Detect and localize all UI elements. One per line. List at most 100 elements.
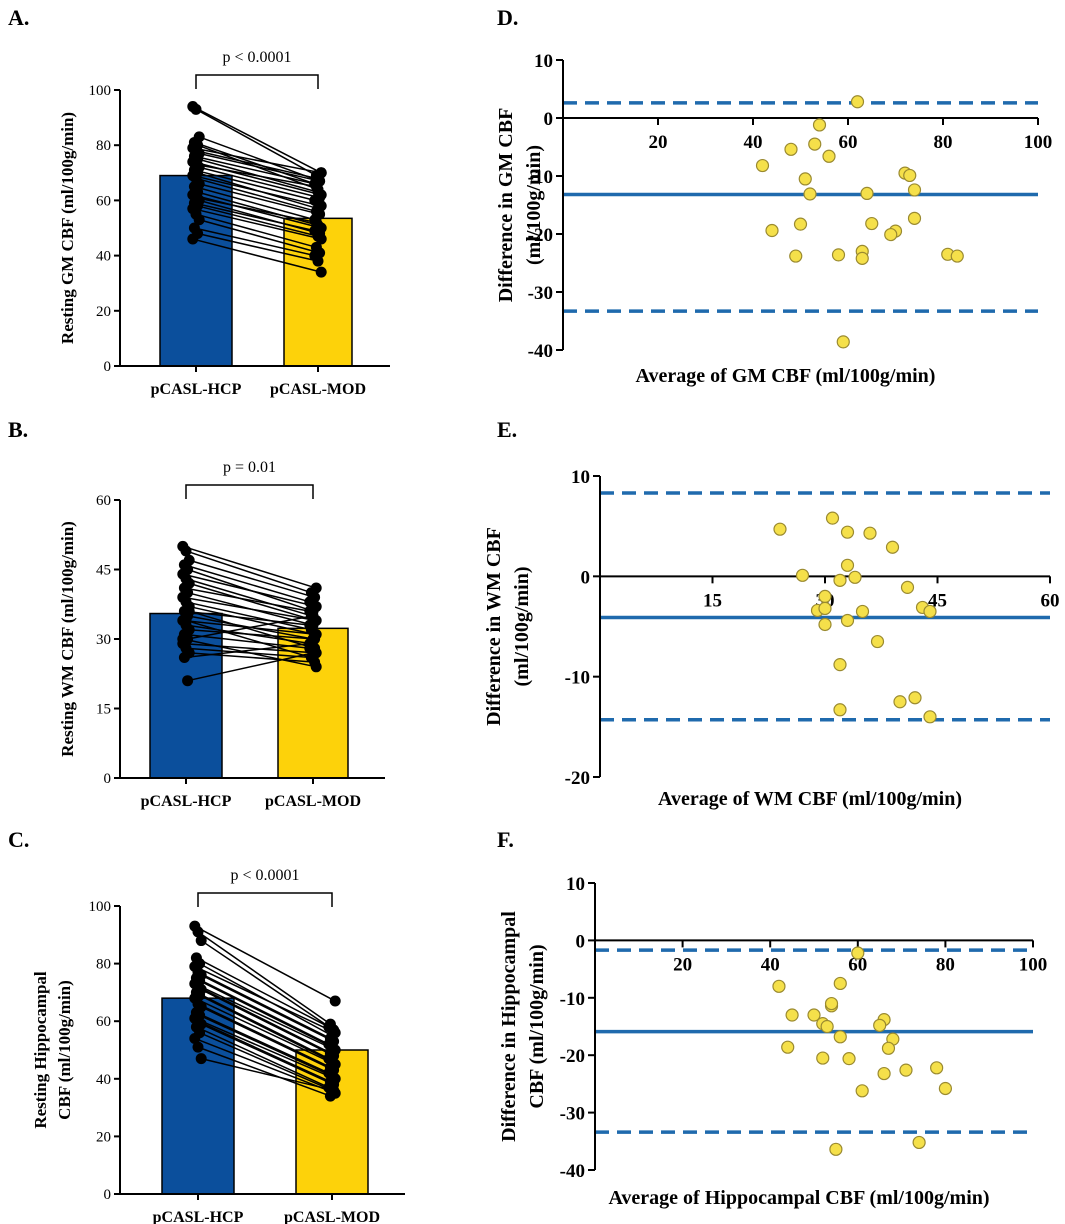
paired-line [187, 652, 314, 682]
point-mod [329, 995, 341, 1007]
data-point [772, 979, 786, 993]
paired-line [189, 605, 315, 636]
point-mod [309, 642, 321, 654]
data-point [825, 511, 840, 525]
data-point [781, 1040, 795, 1054]
x-tick-label: 100 [1019, 954, 1048, 975]
data-point [860, 186, 874, 200]
paired-line [199, 218, 320, 254]
paired-line [184, 610, 310, 626]
x-tick-label: pCASL-HCP [153, 1209, 244, 1224]
data-point [822, 149, 836, 163]
data-point [808, 137, 822, 151]
paired-line [194, 925, 336, 1002]
y-tick-label: 100 [89, 83, 112, 99]
paired-line [188, 610, 315, 649]
data-point [833, 976, 847, 991]
y-tick-label: -20 [528, 225, 553, 246]
data-point [833, 573, 847, 587]
data-point [818, 601, 832, 616]
data-point [793, 217, 808, 231]
data-point [789, 249, 803, 263]
y-axis-label: CBF (ml/100g/min) [526, 944, 548, 1108]
paired-line [182, 638, 317, 668]
data-point [877, 1066, 891, 1081]
y-tick-label: 10 [534, 51, 553, 72]
data-point [855, 1084, 869, 1098]
paired-line [194, 141, 316, 185]
point-mod [328, 1084, 340, 1096]
data-point [850, 95, 865, 109]
data-point [785, 1008, 799, 1022]
paired-line [196, 957, 330, 1028]
paired-line [195, 177, 317, 213]
panel-e: E.100-10-2015304560Average of WM CBF (ml… [483, 417, 1060, 810]
panel-a: A. 0 20 40 60 80 100 pCASL-HCP pCASL-MOD p < 0.00… [8, 5, 390, 398]
paired-line [197, 1003, 331, 1068]
data-point [870, 634, 885, 649]
y-tick-label: 60 [96, 193, 111, 209]
paired-line [195, 108, 317, 177]
paired-line [199, 994, 333, 1063]
data-point [873, 1018, 887, 1032]
data-point [881, 1041, 896, 1055]
x-tick-label: 20 [673, 954, 692, 975]
point-hcp [178, 652, 190, 664]
point-mod [307, 610, 319, 622]
paired-line [199, 183, 320, 215]
y-tick-label: 0 [104, 771, 112, 787]
data-point [816, 1051, 830, 1065]
data-point [803, 187, 817, 201]
data-point [765, 223, 779, 238]
data-point [831, 248, 846, 262]
data-point [842, 1052, 856, 1066]
data-point [833, 703, 847, 717]
panel-label: D. [497, 5, 518, 30]
data-point [930, 1061, 944, 1075]
y-tick-label: 40 [96, 1072, 111, 1088]
x-tick-label: pCASL-MOD [265, 793, 361, 810]
y-axis-label: (ml/100g/min) [523, 145, 545, 265]
paired-line [195, 149, 317, 180]
paired-line [185, 601, 312, 631]
data-point [798, 172, 812, 186]
paired-line [200, 1006, 334, 1071]
y-tick-label: 0 [576, 931, 586, 952]
x-tick-label: 60 [848, 954, 867, 975]
paired-line [185, 550, 312, 594]
y-axis-label: Difference in WM CBF [483, 527, 505, 726]
data-point [950, 249, 964, 263]
y-tick-label: -10 [528, 167, 553, 188]
paired-line [192, 147, 322, 174]
x-tick-label: 80 [936, 954, 955, 975]
x-tick-label: pCASL-MOD [284, 1209, 380, 1224]
data-point [833, 658, 847, 672]
data-point [840, 525, 855, 539]
paired-line [201, 1057, 334, 1092]
y-tick-label: 100 [89, 899, 112, 915]
paired-line [185, 619, 312, 659]
y-tick-label: 40 [96, 249, 111, 265]
panel-label: E. [497, 417, 517, 442]
data-point [812, 118, 827, 132]
point-hcp [177, 633, 189, 645]
data-point [885, 540, 900, 554]
x-tick-label: 20 [649, 132, 668, 153]
paired-line [194, 965, 336, 1034]
data-point [912, 1135, 926, 1150]
point-hcp [190, 103, 202, 115]
y-axis-label: Resting WM CBF (ml/100g/min) [58, 521, 77, 757]
paired-line [192, 105, 322, 174]
paired-line [200, 1023, 334, 1086]
paired-line [194, 169, 315, 202]
y-axis-label: Resting Hippocampal [31, 971, 50, 1129]
y-tick-label: -10 [565, 668, 590, 689]
panel-label: C. [8, 827, 29, 852]
y-tick-label: 0 [104, 1187, 112, 1203]
y-tick-label: -20 [565, 768, 590, 789]
y-tick-label: -30 [560, 1104, 585, 1125]
data-point [840, 613, 855, 628]
data-point [833, 1030, 847, 1044]
